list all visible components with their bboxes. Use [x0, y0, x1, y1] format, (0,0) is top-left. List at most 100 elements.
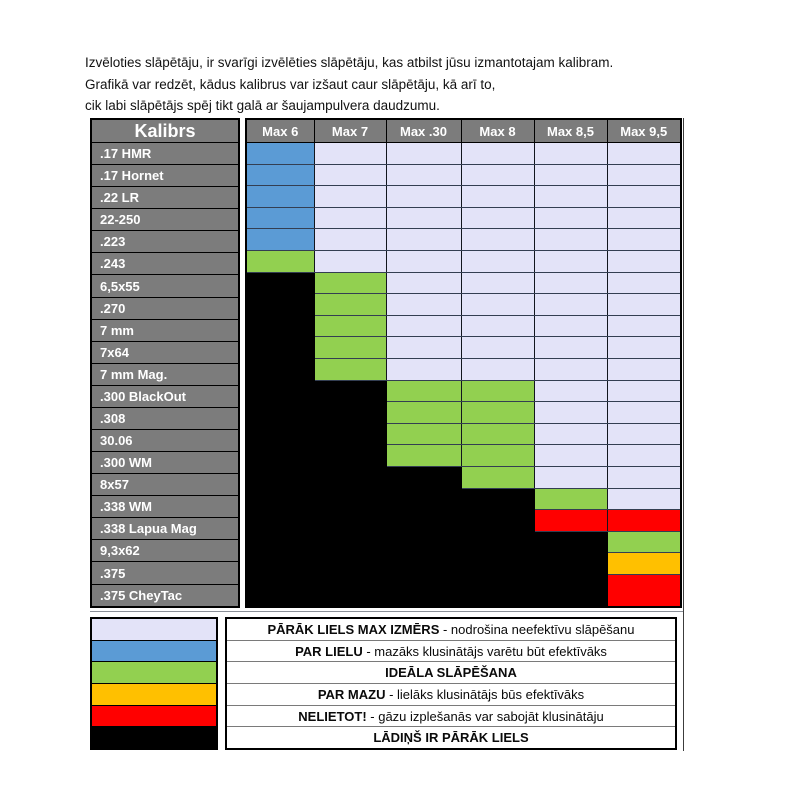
table-row: 30.06	[90, 429, 240, 453]
matrix-cell	[245, 422, 315, 446]
matrix-cell	[533, 573, 608, 608]
matrix-cell	[533, 228, 608, 251]
table-row: .338 Lapua Mag	[90, 517, 240, 541]
row-label: .22 LR	[90, 186, 240, 210]
caliber-header-row: Kalibrs	[90, 118, 240, 143]
legend-swatch	[92, 662, 216, 685]
intro-line-1: Izvēloties slāpētāju, ir svarīgi izvēlēt…	[85, 55, 614, 70]
row-label: .243	[90, 252, 240, 276]
legend-swatch	[92, 619, 216, 641]
matrix-cell	[460, 336, 535, 359]
matrix-cell	[533, 530, 608, 554]
matrix-cell	[385, 487, 462, 511]
matrix-cell	[460, 465, 535, 489]
matrix-cell	[460, 206, 535, 230]
matrix-cell	[606, 465, 682, 489]
table-row: .300 WM	[90, 451, 240, 475]
matrix-cell	[385, 249, 462, 273]
legend-label: PAR MAZU - lielāks klusinātājs būs efekt…	[227, 684, 675, 706]
table-row: 22-250	[90, 208, 240, 232]
table-row: 7 mm	[90, 318, 240, 342]
table-row: 7x64	[90, 340, 240, 364]
legend-text-column: PĀRĀK LIELS MAX IZMĒRS - nodrošina neefe…	[225, 617, 677, 750]
matrix-cell	[313, 530, 387, 554]
table-row	[245, 314, 682, 338]
matrix-cell	[245, 401, 315, 424]
matrix-cell	[460, 444, 535, 467]
table-row: .375	[90, 561, 240, 585]
row-label: .270	[90, 296, 240, 320]
row-label: .375 CheyTac	[90, 583, 240, 608]
matrix-cell	[313, 249, 387, 273]
matrix-cell	[533, 444, 608, 467]
matrix-cell	[533, 163, 608, 187]
matrix-cell	[606, 185, 682, 208]
table-row: 9,3x62	[90, 539, 240, 563]
matrix-cell	[313, 185, 387, 208]
matrix-cell	[313, 401, 387, 424]
matrix-cell	[313, 444, 387, 467]
matrix-cell	[385, 530, 462, 554]
matrix-cell	[533, 509, 608, 532]
matrix-cell	[606, 314, 682, 338]
matrix-cell	[606, 142, 682, 165]
matrix-cell	[245, 509, 315, 532]
matrix-cell	[606, 271, 682, 295]
matrix-cell	[460, 401, 535, 424]
row-label: 7 mm	[90, 318, 240, 342]
matrix-cell	[533, 185, 608, 208]
table-row	[245, 357, 682, 381]
table-row	[245, 487, 682, 511]
matrix-cell	[245, 573, 315, 608]
matrix-cell	[313, 271, 387, 295]
table-row: 7 mm Mag.	[90, 362, 240, 386]
matrix-cell	[313, 357, 387, 381]
matrix-cell	[245, 336, 315, 359]
table-row	[245, 185, 682, 208]
intro-line-3: cik labi slāpētājs spēj tikt galā ar šau…	[85, 98, 440, 113]
row-label: 30.06	[90, 429, 240, 453]
matrix-cell	[606, 163, 682, 187]
matrix-cell	[533, 314, 608, 338]
matrix-cell	[533, 465, 608, 489]
table-row	[245, 530, 682, 554]
matrix-cell	[313, 228, 387, 251]
matrix-cell	[460, 228, 535, 251]
caliber-column-header: Kalibrs	[90, 118, 240, 143]
column-header: Max 8	[460, 118, 535, 143]
matrix-cell	[606, 249, 682, 273]
matrix-cell	[606, 422, 682, 446]
matrix-cell	[606, 336, 682, 359]
matrix-cell	[245, 444, 315, 467]
matrix-cell	[313, 206, 387, 230]
row-label: .223	[90, 230, 240, 254]
table-row: .243	[90, 252, 240, 276]
table-row	[245, 249, 682, 273]
max-size-header-row: Max 6 Max 7 Max .30 Max 8 Max 8,5 Max 9,5	[245, 118, 682, 143]
row-label: 8x57	[90, 473, 240, 497]
table-row	[245, 163, 682, 187]
matrix-cell	[533, 336, 608, 359]
matrix-cell	[385, 573, 462, 608]
matrix-cell	[313, 379, 387, 403]
legend-swatch	[92, 727, 216, 749]
matrix-cell	[606, 206, 682, 230]
table-row: .308	[90, 406, 240, 431]
matrix-cell	[606, 293, 682, 316]
row-label: 6,5x55	[90, 274, 240, 298]
matrix-cell	[533, 552, 608, 575]
row-label: 7x64	[90, 340, 240, 364]
row-label: .17 Hornet	[90, 164, 240, 188]
row-label: 22-250	[90, 208, 240, 232]
row-label: 9,3x62	[90, 539, 240, 563]
caliber-label-column: Kalibrs .17 HMR .17 Hornet .22 LR 22-250.22…	[90, 118, 240, 608]
matrix-cell	[606, 487, 682, 511]
row-label: .308	[90, 406, 240, 431]
table-row: 8x57	[90, 473, 240, 497]
matrix-cell	[460, 552, 535, 575]
matrix-cell	[533, 357, 608, 381]
table-row: .338 WM	[90, 495, 240, 519]
table-row	[245, 271, 682, 295]
legend-swatch	[92, 705, 216, 728]
matrix-cell	[533, 379, 608, 403]
